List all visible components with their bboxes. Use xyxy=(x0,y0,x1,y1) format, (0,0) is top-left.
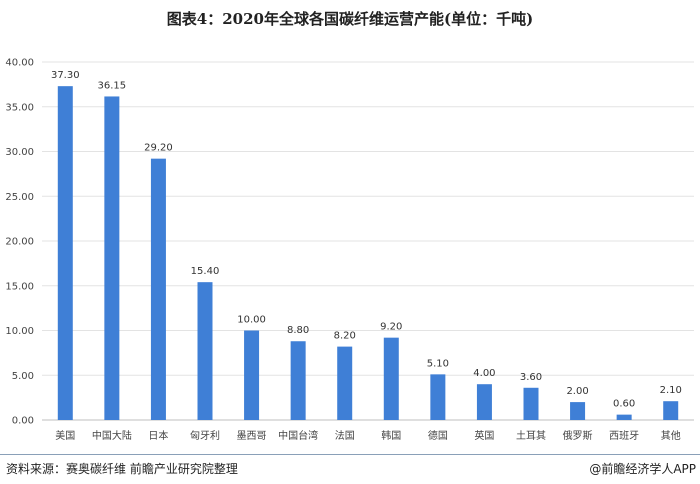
y-tick-label: 40.00 xyxy=(5,58,34,69)
data-label: 36.15 xyxy=(98,80,127,91)
data-label: 0.60 xyxy=(613,399,635,410)
x-axis-category-labels: 美国 中国大陆 日本 匈牙利 墨西哥 中国台湾 法国 韩国 德国 英国 土耳其 俄罗斯 西班牙 其他 xyxy=(55,429,680,442)
category-label: 日本 xyxy=(148,429,168,442)
bars xyxy=(57,86,679,421)
category-label: 美国 xyxy=(55,429,75,442)
category-label: 墨西哥 xyxy=(237,430,267,442)
y-tick-label: 30.00 xyxy=(5,147,34,158)
category-label: 韩国 xyxy=(381,429,401,442)
bar xyxy=(104,96,120,421)
bar xyxy=(430,374,446,420)
category-label: 其他 xyxy=(661,429,681,442)
y-tick-label: 20.00 xyxy=(5,237,34,248)
category-label: 德国 xyxy=(428,429,448,442)
grid-lines xyxy=(42,61,694,421)
bar xyxy=(150,158,166,420)
data-label: 8.20 xyxy=(334,331,356,342)
data-label: 8.80 xyxy=(287,325,309,336)
bar xyxy=(383,337,399,420)
y-tick-label: 0.00 xyxy=(12,416,34,427)
data-label: 3.60 xyxy=(520,372,542,383)
data-label: 5.10 xyxy=(427,358,449,369)
data-label: 2.00 xyxy=(566,386,588,397)
category-label: 英国 xyxy=(474,429,494,442)
bar-chart: 0.00 5.00 10.00 15.00 20.00 25.00 30.00 35.00 40… xyxy=(5,58,694,442)
data-labels: 37.30 36.15 29.20 15.40 10.00 8.80 8.20 9.20 5.1… xyxy=(51,70,682,409)
chart-title: 图表4：2020年全球各国碳纤维运营产能(单位：千吨) xyxy=(166,10,534,28)
bar xyxy=(290,341,306,420)
bar xyxy=(197,282,213,420)
bar xyxy=(244,330,260,420)
data-label: 10.00 xyxy=(237,315,266,326)
bar xyxy=(523,387,539,420)
y-tick-label: 25.00 xyxy=(5,192,34,203)
data-label: 2.10 xyxy=(660,385,682,396)
bar xyxy=(570,402,586,420)
y-tick-label: 5.00 xyxy=(12,371,34,382)
footer: 资料来源：赛奥碳纤维 前瞻产业研究院整理 @前瞻经济学人APP xyxy=(0,454,700,484)
data-label: 29.20 xyxy=(144,143,173,154)
category-label: 俄罗斯 xyxy=(563,429,593,442)
brand-credit: @前瞻经济学人APP xyxy=(589,462,696,476)
y-tick-label: 10.00 xyxy=(5,326,34,337)
source-note: 资料来源：赛奥碳纤维 前瞻产业研究院整理 xyxy=(6,462,238,476)
data-label: 15.40 xyxy=(191,266,220,277)
bar xyxy=(337,346,353,420)
category-label: 中国大陆 xyxy=(92,429,132,442)
category-label: 土耳其 xyxy=(516,429,546,442)
bar xyxy=(663,401,679,420)
category-label: 西班牙 xyxy=(609,430,639,442)
data-label: 4.00 xyxy=(473,368,495,379)
category-label: 法国 xyxy=(335,429,355,442)
category-label: 中国台湾 xyxy=(278,429,318,442)
bar xyxy=(57,86,73,420)
data-label: 9.20 xyxy=(380,322,402,333)
y-tick-label: 15.00 xyxy=(5,281,34,292)
data-label: 37.30 xyxy=(51,70,80,81)
category-label: 匈牙利 xyxy=(190,429,220,442)
bar xyxy=(616,414,632,420)
y-tick-label: 35.00 xyxy=(5,102,34,113)
bar xyxy=(476,384,492,420)
y-axis-tick-labels: 0.00 5.00 10.00 15.00 20.00 25.00 30.00 35.00 40… xyxy=(5,58,34,427)
